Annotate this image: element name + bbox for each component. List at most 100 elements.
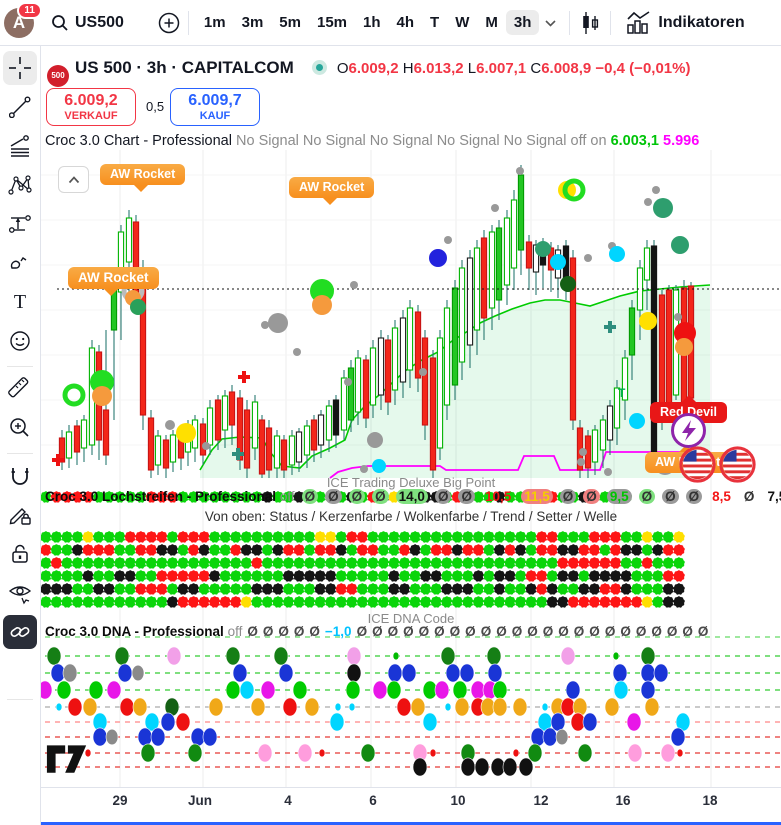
symbol-search-text: US500 bbox=[75, 13, 124, 31]
timeframe-1m[interactable]: 1m bbox=[203, 14, 226, 31]
sidebar-divider bbox=[7, 699, 33, 700]
axis-label-12: 12 bbox=[533, 793, 549, 808]
tool-text[interactable]: T bbox=[3, 285, 37, 319]
indicators-label: Indikatoren bbox=[658, 13, 745, 31]
timeframe-4h[interactable]: 4h bbox=[396, 14, 415, 31]
time-axis[interactable]: 29 Jun 4 6 10 12 16 18 bbox=[41, 787, 781, 823]
sidebar-divider bbox=[7, 453, 33, 454]
bottom-accent-bar bbox=[0, 822, 781, 825]
main-chart-svg[interactable] bbox=[41, 150, 781, 486]
indicator-offon: off on bbox=[570, 133, 607, 149]
tradingview-logo[interactable] bbox=[46, 743, 88, 777]
tool-xabcd-pattern[interactable] bbox=[3, 168, 37, 202]
lightning-badge-icon[interactable] bbox=[670, 412, 707, 449]
tool-magnet[interactable] bbox=[3, 459, 37, 493]
toolbar-divider bbox=[569, 10, 571, 35]
timeframe-15m[interactable]: 15m bbox=[316, 14, 348, 31]
tool-channels[interactable] bbox=[3, 129, 37, 163]
ohlc-values: O6.009,2 H6.013,2 L6.007,1 C6.008,9 −0,4… bbox=[336, 60, 691, 77]
tool-crosshair[interactable] bbox=[3, 51, 37, 85]
axis-label-29: 29 bbox=[112, 793, 128, 808]
toolbar-divider bbox=[187, 10, 189, 35]
link-icon bbox=[10, 627, 30, 637]
aw-rocket-label[interactable]: AW Rocket bbox=[68, 267, 159, 296]
axis-label-6: 6 bbox=[369, 793, 377, 808]
aw-rocket-label[interactable]: AW Rocket bbox=[100, 164, 186, 192]
aw-rocket-label[interactable]: AW Rocket bbox=[289, 177, 375, 205]
text-tool-icon: T bbox=[13, 290, 27, 313]
tool-link[interactable] bbox=[3, 615, 37, 649]
timeframe-1h[interactable]: 1h bbox=[363, 14, 381, 31]
timeframe-5m[interactable]: 5m bbox=[279, 14, 301, 31]
von-oben-caption: Von oben: Status / Kerzenfarbe / Wolkenf… bbox=[204, 509, 618, 524]
drawing-toolbar: T bbox=[0, 46, 41, 825]
ice-dna-caption: ICE DNA Code bbox=[367, 611, 455, 626]
tool-trend-line[interactable] bbox=[3, 90, 37, 124]
timeframe-3h[interactable]: 3h bbox=[505, 10, 540, 35]
dna-indicator-row[interactable]: Croc 3.0 DNA - Professional off Ø Ø Ø Ø Ø −1,0… bbox=[45, 624, 708, 639]
sell-button[interactable]: 6.009,2 VERKAUF bbox=[46, 88, 136, 126]
symbol-header[interactable]: 500 US 500 · 3h · CAPITALCOM O6.009,2 H6.0… bbox=[47, 58, 690, 87]
tool-emoji[interactable] bbox=[3, 324, 37, 358]
collapse-panel-button[interactable] bbox=[58, 166, 89, 193]
timeframe-T[interactable]: T bbox=[430, 14, 440, 31]
timeframe-group: 1m 3m 5m 15m 1h 4h T W M 3h bbox=[196, 10, 540, 35]
user-avatar[interactable]: A 11 bbox=[4, 1, 42, 38]
red-devil-label[interactable]: Red Devil bbox=[650, 395, 727, 423]
dna-values: Ø Ø Ø Ø Ø −1,0 Ø Ø Ø Ø Ø Ø Ø Ø Ø Ø Ø Ø Ø Ø Ø Ø Ø Ø Ø Ø Ø Ø Ø bbox=[247, 624, 709, 639]
setter-t-marker: T bbox=[618, 386, 626, 400]
axis-label-4: 4 bbox=[284, 793, 292, 808]
indicators-icon bbox=[627, 10, 650, 34]
channels-icon bbox=[10, 135, 29, 157]
compare-add-icon[interactable] bbox=[157, 11, 181, 35]
croc-chart-indicator-row[interactable]: Croc 3.0 Chart - Professional No Signal … bbox=[45, 133, 699, 149]
sell-price: 6.009,2 bbox=[64, 92, 118, 109]
symbol-title: US 500 · 3h · CAPITALCOM bbox=[75, 58, 294, 77]
us-flag-icon[interactable] bbox=[718, 445, 757, 484]
tool-brush[interactable] bbox=[3, 246, 37, 280]
indicator-signals: No Signal No Signal No Signal No Signal … bbox=[236, 133, 567, 149]
spread-value: 0,5 bbox=[146, 99, 165, 114]
market-status-icon[interactable] bbox=[311, 60, 327, 75]
lochstreifen-indicator-row[interactable]: Croc 3.0 Lochstreifen - Professional off… bbox=[45, 489, 781, 504]
us-flag-icon[interactable] bbox=[678, 445, 717, 484]
buy-label: KAUF bbox=[199, 109, 231, 122]
tool-hide[interactable] bbox=[3, 576, 37, 610]
chart-style-icon[interactable] bbox=[577, 10, 603, 36]
zoom-in-icon bbox=[10, 418, 29, 437]
indicators-button[interactable]: Indikatoren bbox=[618, 6, 751, 40]
buy-button[interactable]: 6.009,7 KAUF bbox=[170, 88, 260, 126]
indicator-value-green: 6.003,1 bbox=[610, 133, 659, 149]
symbol-search-button[interactable]: US500 bbox=[44, 10, 131, 36]
search-icon bbox=[52, 14, 68, 31]
dna-dots-svg[interactable] bbox=[41, 625, 781, 785]
tool-zoom-in[interactable] bbox=[3, 411, 37, 445]
lock-icon bbox=[12, 544, 28, 563]
trend-line-icon bbox=[9, 96, 31, 118]
timeframe-W[interactable]: W bbox=[455, 14, 470, 31]
lochstreifen-off: off bbox=[279, 489, 295, 504]
dna-off: off bbox=[227, 624, 243, 639]
tool-lock[interactable] bbox=[3, 537, 37, 571]
lochstreifen-dots-svg[interactable] bbox=[41, 488, 781, 612]
tool-long-position[interactable] bbox=[3, 207, 37, 241]
buy-price: 6.009,7 bbox=[188, 92, 242, 109]
timeframe-chevron-icon[interactable] bbox=[539, 16, 562, 30]
ice-big-point-caption: ICE Trading Deluxe Big Point bbox=[326, 475, 496, 490]
notification-badge: 11 bbox=[17, 1, 42, 19]
axis-label-10: 10 bbox=[450, 793, 466, 808]
dna-name: Croc 3.0 DNA - Professional bbox=[45, 624, 224, 639]
timeframe-M[interactable]: M bbox=[485, 14, 498, 31]
tool-ruler[interactable] bbox=[3, 372, 37, 406]
long-position-icon bbox=[9, 215, 31, 233]
chevron-up-icon bbox=[68, 175, 79, 183]
sidebar-divider bbox=[7, 366, 33, 367]
tool-drawing-edit[interactable] bbox=[3, 498, 37, 532]
emoji-icon bbox=[10, 331, 30, 351]
magnet-icon bbox=[11, 468, 29, 485]
timeframe-3m[interactable]: 3m bbox=[241, 14, 264, 31]
crosshair-icon bbox=[9, 57, 31, 79]
brush-icon bbox=[10, 257, 27, 269]
